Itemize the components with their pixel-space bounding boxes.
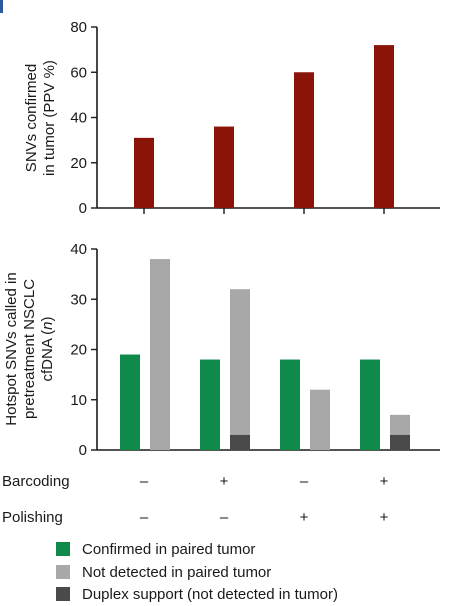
top-bar (214, 126, 234, 208)
top-chart: 0 20 40 60 80 SNVs confirmedin tumor (PPV %) (23, 19, 440, 217)
top-y-tick-label: 60 (70, 64, 87, 81)
bottom-bar-not-detected (230, 289, 250, 450)
condition-value: – (220, 509, 229, 526)
top-y-tick-label: 80 (70, 19, 87, 36)
legend-label: Confirmed in paired tumor (82, 541, 255, 558)
bottom-bar-not-detected (150, 259, 170, 450)
top-bar (134, 137, 154, 208)
top-bar (374, 45, 394, 208)
condition-row-label: Polishing (2, 509, 63, 526)
bottom-bar-not-detected (310, 389, 330, 450)
bottom-y-label-close: ) (39, 316, 56, 321)
bottom-y-label-n: n (39, 321, 56, 329)
condition-value: – (140, 509, 149, 526)
bottom-y-label-line: cfDNA (n) (39, 316, 56, 381)
top-y-tick-label: 20 (70, 155, 87, 172)
bottom-y-tick-label: 40 (70, 241, 87, 258)
bottom-y-tick-label: 0 (79, 442, 87, 459)
bottom-bar-confirmed (200, 359, 220, 450)
top-y-ticks: 0 20 40 60 80 (70, 19, 97, 217)
bottom-bar-duplex (230, 434, 250, 450)
legend: Confirmed in paired tumor Not detected in… (56, 541, 338, 603)
bottom-y-ticks: 0 10 20 30 40 (70, 241, 97, 459)
bottom-y-tick-label: 10 (70, 392, 87, 409)
condition-value: – (300, 473, 309, 490)
panel-marker (0, 0, 3, 13)
bottom-y-label-text: cfDNA ( (39, 330, 56, 382)
bottom-y-label-line: pretreatment NSCLC (21, 279, 38, 419)
bottom-y-tick-label: 30 (70, 291, 87, 308)
condition-row-label: Barcoding (2, 473, 70, 490)
bottom-y-tick-label: 20 (70, 342, 87, 359)
condition-value: + (220, 473, 229, 490)
top-bars (134, 45, 394, 208)
bottom-bar-duplex (390, 434, 410, 450)
bottom-chart: 0 10 20 30 40 Hotspot SNVs called inpretreat… (3, 241, 440, 459)
legend-label: Duplex support (not detected in tumor) (82, 586, 338, 603)
condition-table: Barcoding – + – + Polishing – – + + (2, 473, 389, 526)
top-bar (294, 72, 314, 208)
bottom-bar-confirmed (120, 354, 140, 450)
bottom-y-axis-label: Hotspot SNVs called inpretreatment NSCLC… (3, 272, 56, 425)
bottom-bar-confirmed (360, 359, 380, 450)
top-y-axis-label: SNVs confirmedin tumor (PPV %) (23, 60, 58, 176)
bottom-bar-confirmed (280, 359, 300, 450)
condition-value: + (380, 509, 389, 526)
legend-swatch (56, 542, 70, 556)
condition-value: + (300, 509, 309, 526)
top-y-label-line: SNVs confirmed (23, 64, 40, 172)
condition-value: – (140, 473, 149, 490)
condition-value: + (380, 473, 389, 490)
legend-swatch (56, 587, 70, 601)
top-y-tick-label: 40 (70, 110, 87, 127)
top-y-label-line: in tumor (PPV %) (41, 60, 58, 176)
top-y-tick-label: 0 (79, 200, 87, 217)
legend-label: Not detected in paired tumor (82, 564, 271, 581)
top-x-ticks (143, 208, 385, 214)
legend-swatch (56, 565, 70, 579)
bottom-bars (120, 259, 410, 450)
bottom-y-label-line: Hotspot SNVs called in (3, 272, 20, 425)
